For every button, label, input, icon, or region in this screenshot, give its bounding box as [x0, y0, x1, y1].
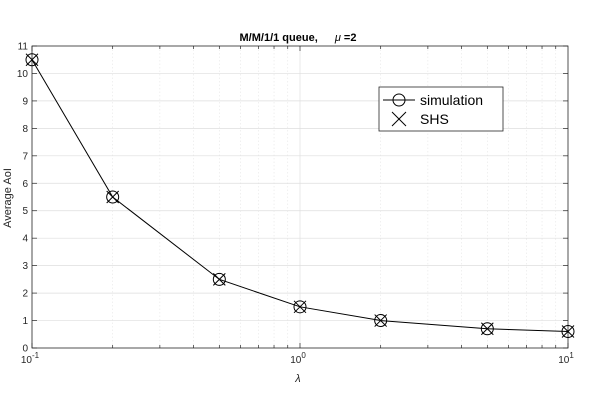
x-axis-label: λ — [294, 373, 300, 385]
marker-x-SHS — [25, 53, 39, 67]
chart-title-param: =2 — [344, 32, 357, 44]
y-tick-label: 4 — [22, 234, 28, 245]
marker-circle-simulation — [480, 322, 494, 336]
marker-x-SHS — [212, 273, 226, 286]
ticks: 0 1 2 3 4 5 6 7 8 9 10 11 10-1 100 101 — [17, 42, 574, 367]
legend-marker-circle — [392, 93, 406, 107]
series — [25, 53, 575, 339]
marker-x-SHS — [106, 190, 120, 204]
x-tick-label: 100 — [290, 351, 306, 366]
y-tick-label: 1 — [22, 316, 28, 327]
marker-x-SHS — [480, 322, 494, 336]
chart-title-symbol: μ — [334, 32, 341, 44]
y-tick-label: 5 — [22, 206, 28, 217]
marker-circle-simulation — [374, 314, 388, 328]
legend-marker-x — [391, 111, 407, 127]
x-tick-label: 101 — [558, 351, 574, 366]
y-tick-label: 7 — [22, 151, 28, 162]
legend: simulation SHS — [378, 86, 504, 132]
marker-x-stroke — [106, 190, 120, 204]
marker-x-stroke — [480, 322, 494, 336]
marker-x-stroke — [293, 300, 307, 314]
marker-x-SHS — [561, 325, 575, 338]
marker-circle-simulation — [106, 190, 120, 204]
legend-label: simulation — [420, 92, 483, 108]
marker-circle-simulation — [561, 325, 575, 339]
y-tick-label: 3 — [22, 261, 28, 272]
y-tick-label: 0 — [22, 344, 28, 355]
y-tick-label: 11 — [18, 42, 29, 53]
legend-label: SHS — [420, 111, 449, 127]
marker-x-stroke — [212, 273, 226, 286]
y-tick-label: 2 — [22, 289, 28, 300]
x-tick-label: 10-1 — [21, 351, 40, 366]
marker-x-stroke — [561, 325, 575, 338]
marker-x-stroke — [25, 53, 39, 67]
y-tick-label: 10 — [17, 69, 29, 80]
y-tick-label: 8 — [22, 124, 28, 135]
chart-title: M/M/1/1 queue, μ =2 — [240, 32, 357, 44]
marker-x-stroke — [374, 314, 388, 327]
chart-title-main: M/M/1/1 queue, — [240, 32, 318, 44]
y-axis-label: Average AoI — [2, 168, 14, 228]
marker-circle-simulation — [293, 300, 307, 314]
y-tick-label: 6 — [22, 179, 28, 190]
marker-circle-simulation — [212, 272, 226, 286]
y-tick-label: 9 — [22, 96, 28, 107]
marker-x-SHS — [374, 314, 388, 327]
marker-x-SHS — [293, 300, 307, 314]
marker-circle-simulation — [25, 53, 39, 67]
